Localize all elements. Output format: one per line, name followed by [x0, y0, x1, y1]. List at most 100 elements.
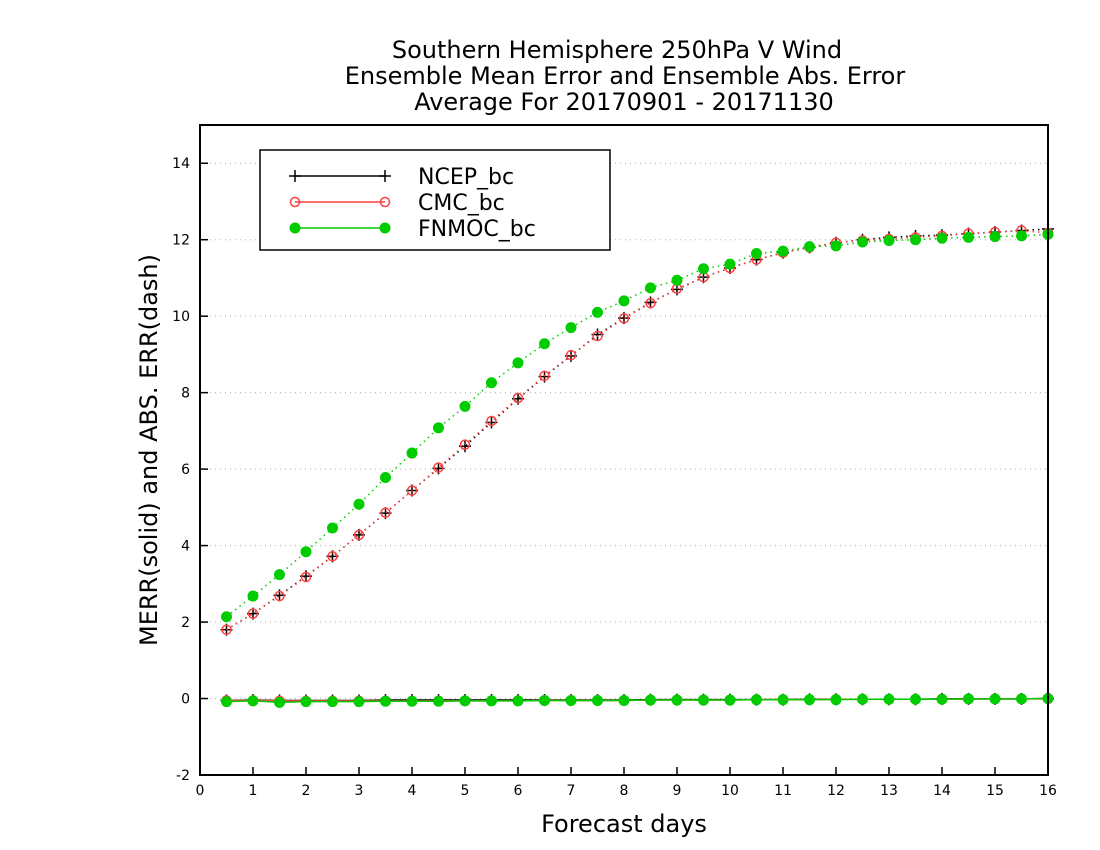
abs-err-point-cmc-bc [539, 370, 550, 382]
abs-err-point-cmc-bc [221, 624, 232, 635]
abs-err-point-fnmoc-bc [963, 231, 974, 243]
abs-err-point-fnmoc-bc [539, 338, 550, 350]
abs-err-point-fnmoc-bc [830, 240, 842, 252]
legend-marker-cmc-bc [379, 196, 391, 208]
legend-marker-fnmoc-bc [379, 222, 391, 234]
legend-marker-ncep-bc [289, 170, 301, 182]
merr-point-fnmoc-bc [327, 696, 338, 708]
abs-err-point-fnmoc-bc [1016, 230, 1027, 242]
abs-err-point-fnmoc-bc [486, 377, 497, 389]
chart-title: Southern Hemisphere 250hPa V Wind Ensemb… [345, 36, 906, 116]
merr-point-fnmoc-bc [963, 693, 974, 705]
y-tick-label: 4 [181, 539, 190, 555]
series-fnmoc-bc [221, 228, 1054, 708]
abs-err-point-cmc-bc [565, 349, 577, 361]
abs-err-point-fnmoc-bc [857, 236, 868, 248]
merr-point-fnmoc-bc [804, 694, 815, 706]
x-tick-label: 13 [880, 783, 898, 799]
abs-err-point-fnmoc-bc [512, 357, 524, 369]
merr-point-fnmoc-bc [857, 693, 868, 705]
abs-err-point-fnmoc-bc [274, 569, 285, 581]
abs-err-point-cmc-bc [406, 485, 418, 496]
merr-point-fnmoc-bc [300, 696, 312, 708]
merr-point-fnmoc-bc [724, 694, 736, 706]
x-tick-label: 4 [408, 783, 417, 799]
abs-err-point-fnmoc-bc [406, 447, 418, 459]
abs-err-point-cmc-bc [645, 297, 656, 309]
x-tick-label: 2 [302, 783, 311, 799]
series-cmc-bc [221, 225, 1054, 707]
x-tick-label: 0 [196, 783, 205, 799]
plot-frame [199, 124, 1049, 776]
merr-point-fnmoc-bc [698, 694, 709, 706]
series-layer [220, 223, 1054, 708]
abs-err-point-cmc-bc [459, 439, 471, 450]
merr-point-fnmoc-bc [751, 694, 762, 706]
legend-marker-cmc-bc [289, 196, 301, 208]
x-tick-label: 16 [1039, 783, 1057, 799]
abs-err-line-ncep-bc [226, 228, 1049, 631]
abs-err-point-cmc-bc [592, 330, 603, 342]
abs-err-point-cmc-bc [380, 507, 391, 518]
abs-err-point-fnmoc-bc [883, 234, 895, 246]
y-tick-label: 8 [181, 386, 190, 402]
merr-point-fnmoc-bc [883, 693, 895, 705]
merr-point-fnmoc-bc [936, 693, 948, 705]
abs-err-point-cmc-bc [247, 608, 259, 619]
abs-err-point-fnmoc-bc [300, 546, 312, 558]
legend-entry-ncep-bc: NCEP_bc [289, 165, 514, 190]
x-tick-label: 6 [514, 783, 523, 799]
abs-err-point-fnmoc-bc [565, 322, 577, 334]
abs-err-point-fnmoc-bc [645, 282, 656, 294]
legend-marker-ncep-bc [379, 170, 391, 182]
y-tick-label: 6 [181, 462, 190, 478]
abs-err-point-fnmoc-bc [221, 611, 232, 623]
legend-entry-fnmoc-bc: FNMOC_bc [289, 217, 536, 242]
abs-err-point-fnmoc-bc [353, 498, 365, 510]
grid-lines [200, 162, 1048, 776]
abs-err-point-cmc-bc [512, 392, 524, 404]
title-line-2: Ensemble Mean Error and Ensemble Abs. Er… [345, 62, 906, 90]
merr-point-fnmoc-bc [565, 694, 577, 706]
x-tick-label: 9 [673, 783, 682, 799]
abs-err-point-fnmoc-bc [936, 232, 948, 244]
x-tick-label: 1 [249, 783, 258, 799]
y-tick-label: 2 [181, 615, 190, 631]
abs-err-point-fnmoc-bc [247, 590, 259, 602]
merr-point-fnmoc-bc [274, 696, 285, 708]
x-tick-label: 8 [620, 783, 629, 799]
abs-err-point-cmc-bc [274, 590, 285, 602]
y-tick-label: 14 [172, 156, 190, 172]
title-line-3: Average For 20170901 - 20171130 [414, 88, 834, 116]
legend-marker-fnmoc-bc [289, 222, 301, 234]
abs-err-point-fnmoc-bc [459, 400, 471, 412]
merr-point-fnmoc-bc [247, 695, 259, 707]
merr-point-fnmoc-bc [221, 696, 232, 708]
x-tick-label: 15 [986, 783, 1004, 799]
x-tick-label: 10 [721, 783, 739, 799]
merr-point-fnmoc-bc [406, 695, 418, 707]
abs-err-point-fnmoc-bc [989, 231, 1001, 243]
merr-point-fnmoc-bc [459, 695, 471, 707]
x-axis-label: Forecast days [541, 810, 707, 838]
abs-err-point-cmc-bc [327, 551, 338, 562]
y-axis-label: MERR(solid) and ABS. ERR(dash) [135, 254, 163, 646]
x-tick-label: 14 [933, 783, 951, 799]
x-tick-label: 3 [355, 783, 364, 799]
x-tick-label: 7 [567, 783, 576, 799]
abs-err-line-fnmoc-bc [226, 233, 1049, 618]
merr-point-fnmoc-bc [592, 694, 603, 706]
legend-label-cmc-bc: CMC_bc [418, 191, 505, 216]
abs-err-point-fnmoc-bc [804, 241, 815, 253]
abs-err-point-fnmoc-bc [380, 472, 391, 484]
abs-err-point-fnmoc-bc [751, 247, 762, 259]
merr-point-fnmoc-bc [989, 693, 1001, 705]
merr-point-fnmoc-bc [512, 695, 524, 707]
series-ncep-bc [220, 223, 1054, 707]
abs-err-point-cmc-bc [618, 313, 630, 324]
merr-point-fnmoc-bc [618, 694, 630, 706]
x-tick-label: 5 [461, 783, 470, 799]
abs-err-point-fnmoc-bc [327, 522, 338, 534]
merr-point-fnmoc-bc [910, 693, 921, 705]
